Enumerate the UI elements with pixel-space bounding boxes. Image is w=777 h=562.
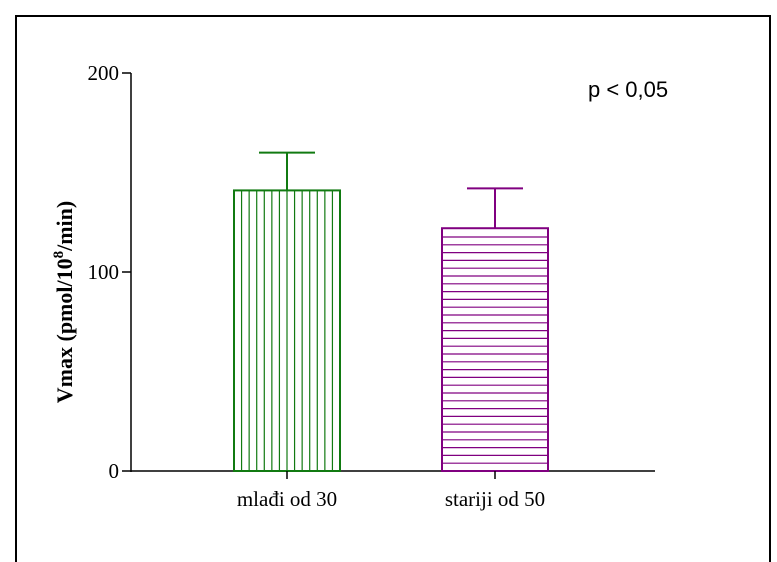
- y-axis-label-superscript: 8: [51, 251, 67, 259]
- y-tick-label: 100: [88, 260, 120, 284]
- y-tick-label: 200: [88, 61, 120, 85]
- y-tick-label: 0: [109, 459, 120, 483]
- x-category-label: mlađi od 30: [237, 487, 337, 511]
- y-axis-label-suffix: /min): [52, 201, 77, 252]
- p-value-annotation: p < 0,05: [588, 77, 668, 102]
- x-axis-labels: mlađi od 30 stariji od 50: [237, 471, 545, 511]
- x-category-label: stariji od 50: [445, 487, 545, 511]
- bars-group: [233, 151, 549, 472]
- y-axis-label: Vmax (pmol/108/min): [51, 201, 77, 403]
- bar: [441, 227, 549, 472]
- figure-border: [15, 15, 771, 562]
- bar-group: [441, 187, 549, 472]
- bar-group: [233, 151, 341, 472]
- y-axis-ticks: 0 100 200: [88, 61, 131, 483]
- y-axis-label-prefix: Vmax (pmol/10: [52, 258, 77, 403]
